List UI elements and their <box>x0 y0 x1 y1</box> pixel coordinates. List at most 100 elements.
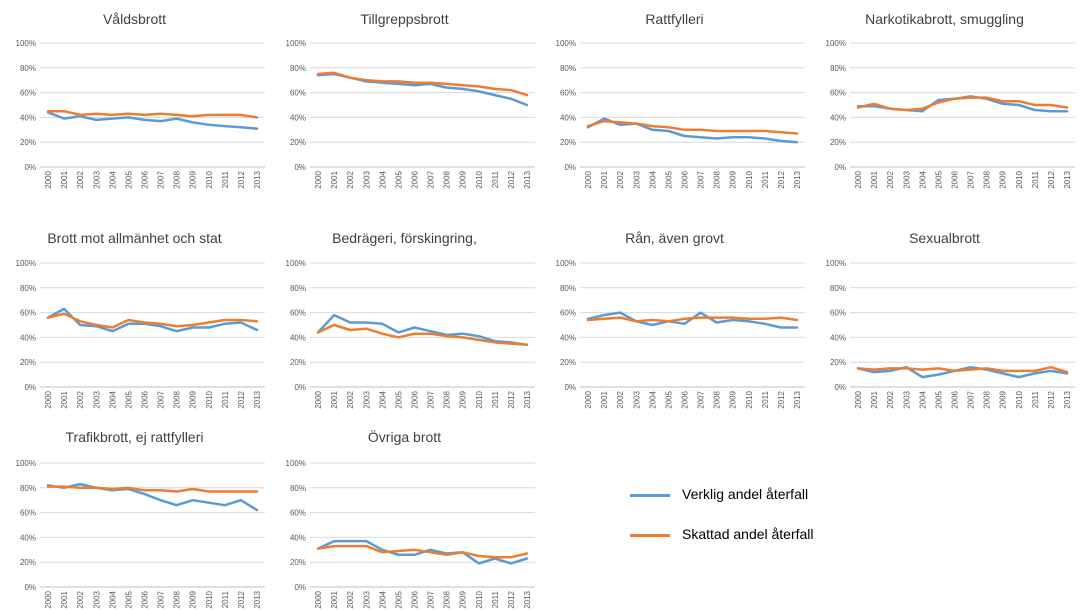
x-tick-label: 2010 <box>1015 390 1024 408</box>
x-tick-label: 2007 <box>967 170 976 188</box>
x-tick-label: 2006 <box>680 170 689 188</box>
x-tick-label: 2003 <box>362 590 371 608</box>
x-tick-label: 2008 <box>173 590 182 608</box>
y-tick-label: 40% <box>290 333 306 342</box>
x-tick-label: 2011 <box>221 390 230 408</box>
x-tick-label: 2011 <box>1031 390 1040 408</box>
x-tick-label: 2004 <box>378 390 387 408</box>
x-tick-label: 2002 <box>616 390 625 408</box>
x-tick-label: 2008 <box>443 590 452 608</box>
y-tick-label: 40% <box>290 533 306 542</box>
y-tick-label: 100% <box>286 459 306 468</box>
chart-title: Våldsbrott <box>103 11 166 27</box>
y-tick-label: 60% <box>290 309 306 318</box>
series-line-actual <box>586 117 799 144</box>
x-tick-label: 2001 <box>60 590 69 608</box>
y-tick-label: 0% <box>24 163 36 172</box>
x-tick-label: 2012 <box>1047 170 1056 188</box>
chart-bedrageri-forskingring: Bedrägeri, förskingring, 0% 20% 40% 60% 80% 10… <box>286 230 535 409</box>
series-line-actual <box>316 313 529 347</box>
x-tick-label: 2005 <box>934 170 943 188</box>
chart-title: Brott mot allmänhet och stat <box>47 230 221 246</box>
chart-ovriga-brott: Övriga brott 0% 20% 40% 60% 80% 100% 2000 2001 20… <box>286 428 535 609</box>
y-tick-label: 100% <box>556 259 576 268</box>
y-tick-label: 20% <box>20 558 36 567</box>
y-tick-label: 20% <box>560 138 576 147</box>
y-tick-label: 100% <box>16 459 36 468</box>
x-tick-label: 2000 <box>584 390 593 408</box>
x-tick-label: 2000 <box>854 390 863 408</box>
x-tick-label: 2005 <box>664 170 673 188</box>
y-tick-label: 0% <box>564 163 576 172</box>
series-line-estimated <box>316 323 529 347</box>
x-tick-label: 2011 <box>761 170 770 188</box>
x-tick-label: 2003 <box>92 390 101 408</box>
x-tick-label: 2001 <box>870 170 879 188</box>
chart-ran-aven-grovt: Rån, även grovt 0% 20% 40% 60% 80% 100% 2000 200… <box>556 230 805 409</box>
x-tick-label: 2000 <box>314 390 323 408</box>
chart-title: Tillgreppsbrott <box>360 11 448 27</box>
x-tick-label: 2010 <box>475 390 484 408</box>
x-tick-label: 2011 <box>491 590 500 608</box>
y-tick-label: 40% <box>560 333 576 342</box>
legend-swatch-actual <box>630 494 670 497</box>
chart-title: Övriga brott <box>368 428 441 445</box>
x-tick-label: 2010 <box>745 170 754 188</box>
y-tick-label: 80% <box>560 64 576 73</box>
x-tick-label: 2003 <box>362 390 371 408</box>
y-tick-label: 80% <box>290 284 306 293</box>
x-tick-label: 2011 <box>1031 170 1040 188</box>
chart-title: Bedrägeri, förskingring, <box>332 230 477 246</box>
series-line-estimated <box>316 544 529 559</box>
x-tick-label: 2004 <box>378 170 387 188</box>
x-tick-label: 2000 <box>584 170 593 188</box>
legend-item-actual: Verklig andel återfall <box>630 486 890 526</box>
x-tick-label: 2003 <box>902 170 911 188</box>
x-tick-label: 2003 <box>92 590 101 608</box>
y-tick-label: 20% <box>290 138 306 147</box>
x-tick-label: 2013 <box>523 390 532 408</box>
x-tick-label: 2011 <box>491 170 500 188</box>
x-tick-label: 2009 <box>459 590 468 608</box>
legend-item-estimated: Skattad andel återfall <box>630 526 890 566</box>
x-tick-label: 2004 <box>918 170 927 188</box>
x-tick-label: 2012 <box>777 390 786 408</box>
x-tick-label: 2005 <box>934 390 943 408</box>
series-line-estimated <box>46 109 259 119</box>
y-tick-label: 0% <box>294 163 306 172</box>
x-tick-label: 2000 <box>854 170 863 188</box>
x-tick-label: 2012 <box>237 170 246 188</box>
x-tick-label: 2010 <box>205 170 214 188</box>
chart-title: Rattfylleri <box>645 11 703 27</box>
x-tick-label: 2006 <box>140 590 149 608</box>
legend: Verklig andel återfall Skattad andel åte… <box>630 486 890 566</box>
x-tick-label: 2004 <box>648 170 657 188</box>
x-tick-label: 2008 <box>713 170 722 188</box>
series-line-estimated <box>586 316 799 323</box>
x-tick-label: 2009 <box>189 590 198 608</box>
x-tick-label: 2012 <box>777 170 786 188</box>
x-tick-label: 2002 <box>886 170 895 188</box>
x-tick-label: 2010 <box>745 390 754 408</box>
x-tick-label: 2009 <box>999 390 1008 408</box>
x-tick-label: 2004 <box>648 390 657 408</box>
x-tick-label: 2007 <box>697 170 706 188</box>
y-tick-label: 80% <box>20 284 36 293</box>
legend-label-actual: Verklig andel återfall <box>682 486 809 502</box>
x-tick-label: 2002 <box>76 170 85 188</box>
x-tick-label: 2013 <box>523 170 532 188</box>
y-tick-label: 100% <box>826 259 846 268</box>
legend-label-estimated: Skattad andel återfall <box>682 526 814 542</box>
x-tick-label: 2007 <box>427 390 436 408</box>
series-line-actual <box>46 307 259 333</box>
series-line-estimated <box>856 365 1069 374</box>
y-tick-label: 20% <box>290 358 306 367</box>
x-tick-label: 2008 <box>173 390 182 408</box>
x-tick-label: 2005 <box>124 590 133 608</box>
y-tick-label: 100% <box>286 259 306 268</box>
chart-narkotikabrott-smuggling: Narkotikabrott, smuggling 0% 20% 40% 60% 80% 1… <box>826 11 1075 189</box>
y-tick-label: 100% <box>16 39 36 48</box>
x-tick-label: 2008 <box>983 390 992 408</box>
series-line-actual <box>46 111 259 130</box>
